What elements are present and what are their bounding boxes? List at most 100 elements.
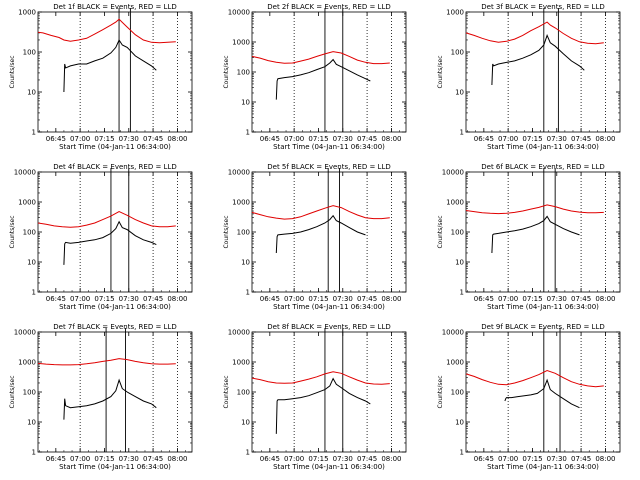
y-tick-label: 1000 bbox=[18, 359, 36, 367]
events-series-line bbox=[491, 215, 580, 254]
y-tick-label: 1 bbox=[32, 449, 36, 457]
plot-frame bbox=[37, 11, 193, 133]
x-tick-label: 07:30 bbox=[333, 455, 353, 463]
chart-title: Det 2f BLACK = Events, RED = LLD bbox=[267, 3, 390, 11]
x-tick-label: 07:45 bbox=[357, 455, 377, 463]
lld-series-line bbox=[465, 21, 604, 45]
y-tick-label: 1 bbox=[246, 129, 250, 137]
plot-frame bbox=[465, 331, 621, 453]
y-tick-label: 100 bbox=[237, 389, 250, 397]
x-tick-label: 07:00 bbox=[284, 295, 304, 303]
x-axis-label: Start Time (04-Jan-11 06:34:00) bbox=[487, 463, 599, 471]
y-tick-label: 1000 bbox=[232, 199, 250, 207]
lld-series-line bbox=[37, 358, 176, 366]
x-tick-label: 07:15 bbox=[94, 455, 114, 463]
lld-series-line bbox=[251, 371, 390, 385]
lld-series-line bbox=[251, 205, 390, 220]
x-tick-label: 06:45 bbox=[474, 295, 494, 303]
chart-panel-5: Det 5f BLACK = Events, RED = LLD 1 10 100 10… bbox=[223, 163, 407, 311]
x-tick-label: 07:30 bbox=[119, 455, 139, 463]
lld-series-line bbox=[465, 369, 604, 388]
events-series-line bbox=[491, 34, 585, 86]
y-axis-label: Counts/sec bbox=[9, 55, 16, 88]
x-tick-label: 08:00 bbox=[381, 455, 401, 463]
x-tick-label: 08:00 bbox=[595, 295, 615, 303]
x-tick-label: 06:45 bbox=[46, 295, 66, 303]
chart-title: Det 7f BLACK = Events, RED = LLD bbox=[53, 323, 176, 331]
x-tick-label: 07:00 bbox=[498, 455, 518, 463]
y-tick-label: 10000 bbox=[228, 9, 250, 17]
events-series-line bbox=[63, 38, 157, 93]
events-series-line bbox=[275, 58, 371, 100]
y-tick-label: 10000 bbox=[228, 329, 250, 337]
x-tick-label: 07:15 bbox=[308, 455, 328, 463]
x-tick-label: 07:45 bbox=[357, 295, 377, 303]
lld-series-line bbox=[37, 18, 176, 44]
y-tick-label: 1 bbox=[246, 449, 250, 457]
y-axis-label: Counts/sec bbox=[223, 375, 230, 408]
plot-frame bbox=[251, 171, 407, 293]
plot-frame bbox=[251, 331, 407, 453]
chart-title: Det 4f BLACK = Events, RED = LLD bbox=[53, 163, 176, 171]
plot-frame bbox=[465, 171, 621, 293]
chart-panel-7: Det 7f BLACK = Events, RED = LLD 1 10 100 10… bbox=[9, 323, 193, 471]
y-axis-label: Counts/sec bbox=[9, 375, 16, 408]
x-tick-label: 07:00 bbox=[70, 295, 90, 303]
x-tick-label: 08:00 bbox=[381, 295, 401, 303]
y-tick-label: 1000 bbox=[446, 359, 464, 367]
x-axis-label: Start Time (04-Jan-11 06:34:00) bbox=[487, 303, 599, 311]
x-tick-label: 07:00 bbox=[498, 295, 518, 303]
y-axis-label: Counts/sec bbox=[437, 375, 444, 408]
lld-series-line bbox=[37, 211, 176, 228]
x-tick-label: 07:45 bbox=[143, 295, 163, 303]
y-tick-label: 1 bbox=[32, 129, 36, 137]
y-tick-label: 1 bbox=[460, 129, 464, 137]
x-tick-label: 08:00 bbox=[167, 455, 187, 463]
chart-panel-4: Det 4f BLACK = Events, RED = LLD 1 10 100 10… bbox=[9, 163, 193, 311]
x-tick-label: 07:00 bbox=[70, 455, 90, 463]
x-tick-label: 07:30 bbox=[333, 135, 353, 143]
y-axis-label: Counts/sec bbox=[223, 215, 230, 248]
y-tick-label: 10000 bbox=[14, 329, 36, 337]
x-axis-label: Start Time (04-Jan-11 06:34:00) bbox=[59, 463, 171, 471]
x-tick-label: 08:00 bbox=[595, 455, 615, 463]
y-tick-label: 1000 bbox=[446, 199, 464, 207]
x-axis-label: Start Time (04-Jan-11 06:34:00) bbox=[59, 143, 171, 151]
x-axis-label: Start Time (04-Jan-11 06:34:00) bbox=[273, 143, 385, 151]
y-tick-label: 10 bbox=[27, 259, 36, 267]
y-tick-label: 10 bbox=[241, 259, 250, 267]
lld-series-line bbox=[465, 204, 604, 215]
y-tick-label: 100 bbox=[23, 389, 36, 397]
x-tick-label: 08:00 bbox=[167, 295, 187, 303]
y-axis-label: Counts/sec bbox=[437, 55, 444, 88]
x-axis-label: Start Time (04-Jan-11 06:34:00) bbox=[273, 463, 385, 471]
x-tick-label: 07:00 bbox=[284, 135, 304, 143]
x-tick-label: 07:45 bbox=[571, 295, 591, 303]
x-tick-label: 07:30 bbox=[333, 295, 353, 303]
x-tick-label: 07:30 bbox=[119, 295, 139, 303]
y-tick-label: 10 bbox=[27, 419, 36, 427]
x-tick-label: 07:45 bbox=[143, 135, 163, 143]
y-tick-label: 100 bbox=[451, 389, 464, 397]
x-tick-label: 07:30 bbox=[547, 295, 567, 303]
x-axis-label: Start Time (04-Jan-11 06:34:00) bbox=[487, 143, 599, 151]
x-tick-label: 07:15 bbox=[522, 295, 542, 303]
y-tick-label: 100 bbox=[23, 49, 36, 57]
x-tick-label: 06:45 bbox=[474, 135, 494, 143]
chart-title: Det 9f BLACK = Events, RED = LLD bbox=[481, 323, 604, 331]
chart-panel-9: Det 9f BLACK = Events, RED = LLD 1 10 100 10… bbox=[437, 323, 621, 471]
x-tick-label: 07:45 bbox=[571, 135, 591, 143]
x-tick-label: 07:00 bbox=[284, 455, 304, 463]
x-tick-label: 07:15 bbox=[308, 135, 328, 143]
x-tick-label: 07:15 bbox=[308, 295, 328, 303]
y-tick-label: 1000 bbox=[18, 199, 36, 207]
chart-panel-2: Det 2f BLACK = Events, RED = LLD 1 10 100 10… bbox=[223, 3, 407, 151]
x-tick-label: 06:45 bbox=[260, 295, 280, 303]
chart-panel-1: Det 1f BLACK = Events, RED = LLD 1 10 100 10… bbox=[9, 3, 193, 151]
x-tick-label: 07:00 bbox=[498, 135, 518, 143]
chart-title: Det 1f BLACK = Events, RED = LLD bbox=[53, 3, 176, 11]
x-tick-label: 06:45 bbox=[260, 455, 280, 463]
y-tick-label: 100 bbox=[451, 49, 464, 57]
events-series-line bbox=[63, 220, 157, 265]
